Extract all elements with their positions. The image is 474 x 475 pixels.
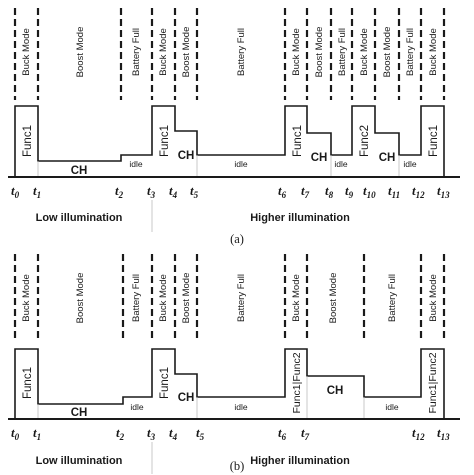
tick-label: t5 [196, 425, 205, 442]
mode-label: Boost Mode [75, 27, 86, 78]
block-label: CH [71, 165, 88, 177]
block-label: CH [71, 407, 88, 419]
mode-label: Boost Mode [314, 27, 325, 78]
mode-label: Boost Mode [75, 273, 86, 324]
tick-label: t2 [116, 425, 125, 442]
block-label: idle [130, 402, 144, 412]
panel-a: Buck Mode Boost Mode Battery Full Buck M… [8, 8, 460, 246]
mode-label: Buck Mode [359, 28, 370, 76]
power-waveform-b [14, 348, 445, 419]
mode-label: Buck Mode [291, 28, 302, 76]
block-label: Func1 [22, 125, 34, 157]
block-label: Func1 [159, 125, 171, 157]
high-illumination-label: Higher illumination [250, 455, 350, 467]
block-label: Func1 [159, 367, 171, 399]
mode-label: Buck Mode [428, 274, 439, 322]
high-illumination-label: Higher illumination [250, 212, 350, 224]
mode-label: Battery Full [337, 28, 348, 76]
tick-label: t3 [147, 425, 156, 442]
block-label: idle [234, 159, 248, 169]
tick-label: t2 [115, 183, 124, 200]
mode-label: Boost Mode [328, 273, 339, 324]
mode-label: Battery Full [387, 274, 398, 322]
tick-label: t7 [301, 425, 310, 442]
mode-label: Buck Mode [21, 274, 32, 322]
tick-label: t12 [412, 425, 425, 442]
block-label: Func1 [22, 367, 34, 399]
tick-label: t0 [11, 425, 20, 442]
mode-label: Buck Mode [158, 274, 169, 322]
mode-label: Buck Mode [291, 274, 302, 322]
mode-boundaries-b [13, 254, 446, 342]
mode-label: Buck Mode [158, 28, 169, 76]
panel-caption-b: (b) [230, 459, 245, 473]
block-label: Func1|Func2 [291, 352, 303, 413]
power-waveform-a [14, 105, 445, 177]
tick-label: t11 [388, 183, 400, 200]
block-label: Func1 [428, 125, 440, 157]
block-label: Func1|Func2 [427, 352, 439, 413]
tick-label: t13 [437, 183, 450, 200]
block-label: idle [129, 159, 143, 169]
tick-label: t7 [301, 183, 310, 200]
block-label: Func2 [359, 125, 371, 157]
block-label: CH [178, 392, 195, 404]
tick-label: t1 [33, 183, 41, 200]
mode-label: Battery Full [236, 274, 247, 322]
block-label: idle [334, 159, 348, 169]
mode-label: Buck Mode [428, 28, 439, 76]
tick-label: t4 [169, 425, 178, 442]
mode-label: Battery Full [236, 28, 247, 76]
tick-label: t12 [412, 183, 425, 200]
mode-label: Boost Mode [382, 27, 393, 78]
block-label: CH [327, 385, 344, 397]
mode-label: Boost Mode [181, 27, 192, 78]
tick-label: t6 [278, 425, 287, 442]
block-label: CH [379, 152, 396, 164]
mode-label: Battery Full [405, 28, 416, 76]
tick-label: t1 [33, 425, 41, 442]
tick-label: t10 [363, 183, 376, 200]
low-illumination-label: Low illumination [36, 455, 123, 467]
block-label: idle [234, 402, 248, 412]
tick-label: t4 [169, 183, 178, 200]
panel-b: Buck Mode Boost Mode Battery Full Buck M… [8, 254, 460, 474]
tick-label: t6 [278, 183, 287, 200]
block-label: idle [385, 402, 399, 412]
tick-label: t9 [345, 183, 354, 200]
block-label: Func1 [292, 125, 304, 157]
mode-label: Battery Full [131, 274, 142, 322]
mode-label: Boost Mode [181, 273, 192, 324]
tick-label: t5 [190, 183, 199, 200]
block-label: CH [311, 152, 328, 164]
mode-label: Buck Mode [21, 28, 32, 76]
block-label: idle [403, 159, 417, 169]
block-label: CH [178, 150, 195, 162]
panel-caption-a: (a) [230, 232, 244, 246]
tick-label: t3 [147, 183, 156, 200]
tick-label: t8 [325, 183, 334, 200]
tick-label: t13 [437, 425, 450, 442]
mode-boundaries-a [13, 8, 446, 100]
mode-label: Battery Full [131, 28, 142, 76]
tick-label: t0 [11, 183, 20, 200]
low-illumination-label: Low illumination [36, 212, 123, 224]
